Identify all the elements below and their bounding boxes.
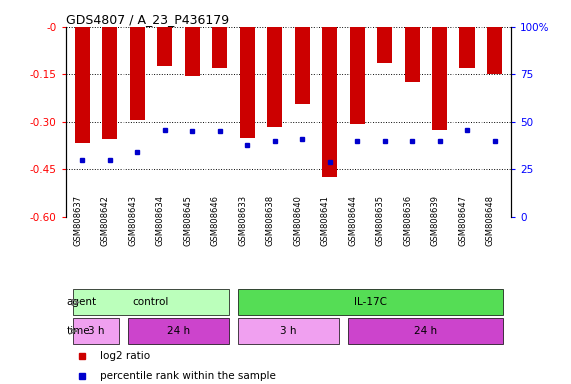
Text: GSM808633: GSM808633: [238, 195, 247, 246]
Bar: [348, 318, 504, 344]
Text: GSM808638: GSM808638: [266, 195, 275, 246]
Text: GSM808639: GSM808639: [431, 195, 440, 246]
Text: time: time: [66, 326, 90, 336]
Bar: [73, 318, 119, 344]
Bar: [212, 27, 227, 68]
Bar: [322, 27, 337, 177]
Text: 24 h: 24 h: [414, 326, 437, 336]
Text: GSM808644: GSM808644: [348, 195, 357, 246]
Text: percentile rank within the sample: percentile rank within the sample: [100, 371, 276, 381]
Bar: [238, 290, 504, 315]
Bar: [460, 27, 475, 68]
Text: GSM808636: GSM808636: [403, 195, 412, 246]
Text: 3 h: 3 h: [88, 326, 104, 336]
Text: GSM808647: GSM808647: [458, 195, 467, 246]
Bar: [130, 27, 144, 120]
Bar: [75, 27, 90, 142]
Text: GSM808643: GSM808643: [128, 195, 137, 246]
Bar: [487, 27, 502, 74]
Text: IL-17C: IL-17C: [355, 297, 387, 308]
Bar: [349, 27, 365, 124]
Bar: [157, 27, 172, 66]
Text: GSM808635: GSM808635: [376, 195, 385, 246]
Text: GDS4807 / A_23_P436179: GDS4807 / A_23_P436179: [66, 13, 229, 26]
Bar: [295, 27, 309, 104]
Text: GSM808646: GSM808646: [211, 195, 220, 246]
Text: 24 h: 24 h: [167, 326, 190, 336]
Text: control: control: [132, 297, 169, 308]
Bar: [238, 318, 339, 344]
Bar: [184, 27, 200, 76]
Text: GSM808648: GSM808648: [485, 195, 494, 246]
Bar: [404, 27, 420, 82]
Bar: [432, 27, 447, 130]
Bar: [267, 27, 282, 127]
Text: GSM808641: GSM808641: [320, 195, 329, 246]
Text: GSM808640: GSM808640: [293, 195, 302, 246]
Bar: [73, 290, 228, 315]
Bar: [102, 27, 117, 139]
Text: GSM808642: GSM808642: [100, 195, 110, 246]
Text: agent: agent: [66, 297, 96, 308]
Text: 3 h: 3 h: [280, 326, 296, 336]
Bar: [128, 318, 228, 344]
Bar: [240, 27, 255, 138]
Text: GSM808645: GSM808645: [183, 195, 192, 246]
Text: GSM808634: GSM808634: [156, 195, 164, 246]
Bar: [377, 27, 392, 63]
Text: GSM808637: GSM808637: [73, 195, 82, 246]
Text: log2 ratio: log2 ratio: [100, 351, 150, 361]
